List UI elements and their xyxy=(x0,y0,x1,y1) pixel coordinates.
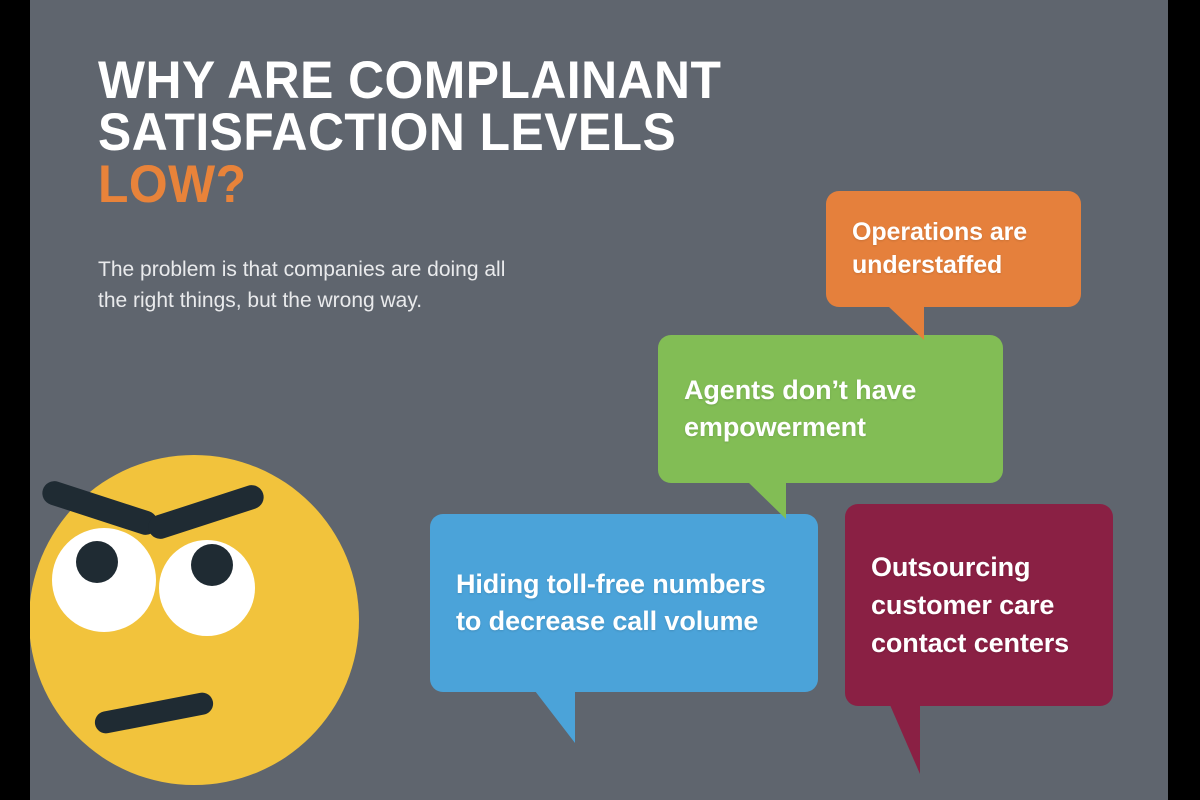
title-line-2: SATISFACTION LEVELS xyxy=(98,103,677,162)
speech-bubble-hiding-label: Hiding toll-free numbers to decrease cal… xyxy=(456,569,766,636)
speech-bubble-hiding[interactable]: Hiding toll-free numbers to decrease cal… xyxy=(430,514,818,743)
subtitle-text: The problem is that companies are doing … xyxy=(98,258,506,312)
title-line-3-accent: LOW? xyxy=(98,155,247,214)
speech-bubble-outsourcing[interactable]: Outsourcing customer care contact center… xyxy=(845,504,1113,774)
page-title: WHY ARE COMPLAINANT SATISFACTION LEVELS … xyxy=(98,51,858,214)
pillarbox-left xyxy=(0,0,30,800)
face-eyebrow-right xyxy=(148,485,264,539)
speech-bubble-operations-label: Operations are understaffed xyxy=(852,218,1028,279)
speech-bubble-hiding-tail xyxy=(535,691,575,743)
subtitle: The problem is that companies are doing … xyxy=(98,254,518,316)
angry-face-icon xyxy=(30,455,359,785)
speech-bubble-operations[interactable]: Operations are understaffed xyxy=(826,191,1081,340)
speech-bubble-outsourcing-tail xyxy=(890,705,920,774)
speech-bubble-agents-tail xyxy=(748,482,786,519)
face-eyebrow-left xyxy=(42,481,158,535)
title-line-1: WHY ARE COMPLAINANT xyxy=(98,51,722,110)
speech-bubble-agents-label: Agents don’t have empowerment xyxy=(684,375,917,442)
speech-bubble-outsourcing-label: Outsourcing customer care contact center… xyxy=(871,552,1070,658)
infographic-canvas: WHY ARE COMPLAINANT SATISFACTION LEVELS … xyxy=(30,0,1168,800)
face-mouth xyxy=(94,692,214,734)
face-pupil-left xyxy=(76,541,118,583)
pillarbox-right xyxy=(1168,0,1200,800)
speech-bubble-agents[interactable]: Agents don’t have empowerment xyxy=(658,335,1003,519)
angry-face-emoji xyxy=(30,448,366,792)
face-pupil-right xyxy=(191,544,233,586)
speech-bubble-operations-tail xyxy=(888,306,924,340)
